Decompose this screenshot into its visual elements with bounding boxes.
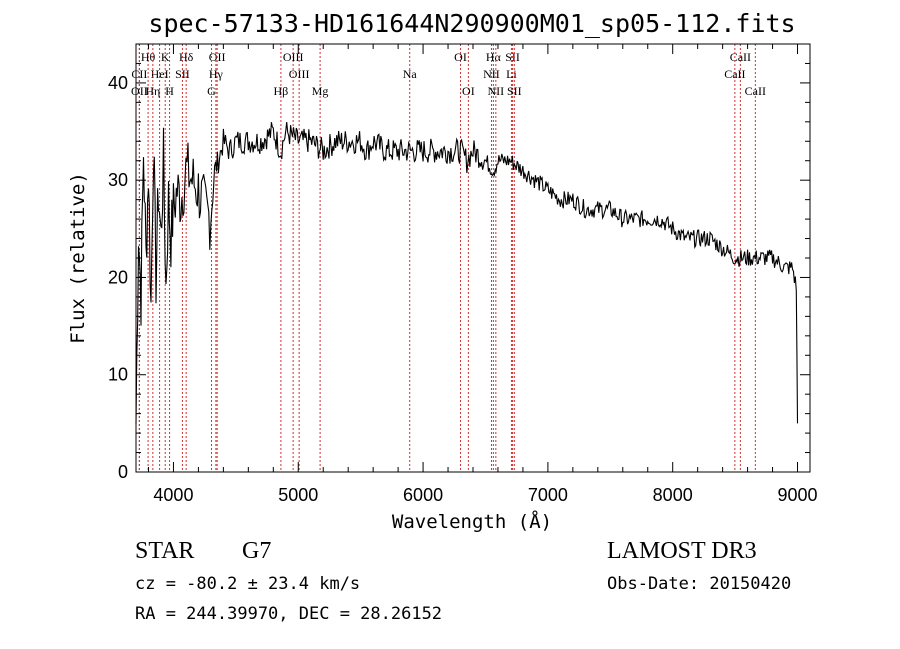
spectral-line-label: OIII [289,67,310,81]
spectral-line-label: Li [506,67,517,81]
x-tick-label: 5000 [278,485,318,505]
x-tick-label: 9000 [777,485,817,505]
spectral-line-label: K [161,50,170,64]
spectral-line-label: H [165,84,174,98]
chart-title: spec-57133-HD161644N290900M01_sp05-112.f… [148,9,795,38]
ticks-layer: 4000 5000 6000 7000 8000 9000 0 10 20 30 40 [108,43,818,505]
y-tick-label: 0 [118,462,128,482]
spectral-line-label: SII [175,67,190,81]
flux-series-line [135,121,799,425]
spectral-line-label: Hη [145,84,160,98]
spectral-line-label: OI [462,84,475,98]
plot-frame [135,43,811,473]
y-tick-label: 10 [108,365,128,385]
spectral-line-label: SII [505,50,520,64]
obs-date: Obs-Date: 20150420 [607,574,792,594]
spectral-line-label: Mg [312,84,329,98]
x-axis-label: Wavelength (Å) [392,510,552,533]
x-tick-label: 6000 [403,485,443,505]
spectral-line-label: Hδ [179,50,194,64]
x-tick-label: 8000 [653,485,693,505]
spectral-line-label: CaII [724,67,745,81]
spectral-line-label: Hα [486,50,502,64]
spectral-line-label: HeI [151,67,169,81]
spectral-line-label: SII [507,84,522,98]
spectral-line-label: CaII [745,84,766,98]
spectral-line-label: Na [403,67,418,81]
spectral-line-label: OIII [283,50,304,64]
spectral-line-label: OII [131,84,148,98]
spectral-line-label: Hβ [274,84,289,98]
y-tick-label: 30 [108,170,128,190]
object-subclass: G7 [242,538,272,564]
spectral-line-label: Hθ [141,50,156,64]
spectral-line-label: CaII [730,50,751,64]
flux-layer [135,121,799,425]
redshift-readout: cz = -80.2 ± 23.4 km/s [135,574,361,594]
y-tick-label: 20 [108,267,128,287]
x-tick-label: 4000 [153,485,193,505]
spectral-line-label: G [207,84,216,98]
survey-name: LAMOST DR3 [607,538,757,564]
spectral-line-label: OII [209,50,226,64]
object-class: STAR [135,538,195,564]
spectral-line-label: NII [483,67,500,81]
spectral-line-label: Hγ [209,67,224,81]
coordinates: RA = 244.39970, DEC = 28.26152 [135,604,443,624]
y-axis-label: Flux (relative) [67,172,89,344]
spectral-line-label: OI [454,50,467,64]
x-tick-label: 7000 [528,485,568,505]
y-tick-label: 40 [108,73,128,93]
spectral-line-label: NII [488,84,505,98]
